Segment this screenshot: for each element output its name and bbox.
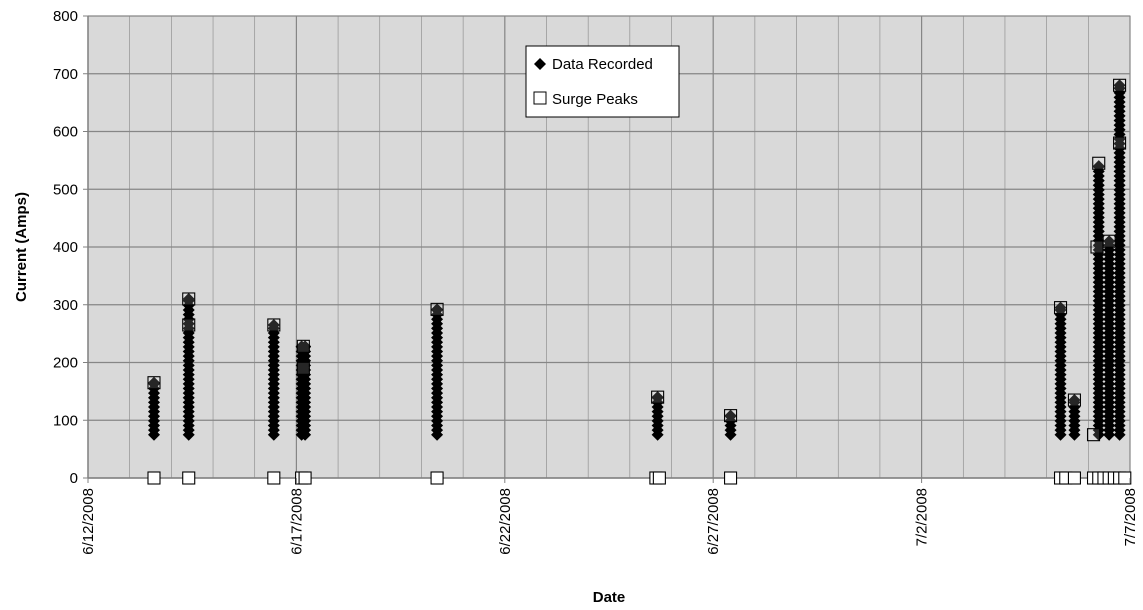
y-tick-label: 100 [53,412,78,429]
data-recorded-point [147,376,160,389]
y-tick-label: 400 [53,239,78,256]
gridlines [87,15,1131,479]
surge-peak-point [296,339,310,353]
surge-peak-point [1113,78,1127,92]
surge-peak-point [430,302,444,316]
y-tick-label: 0 [70,470,78,487]
surge-peak-point [724,409,738,423]
y-axis-ticks: 0 100 200 300 400 500 600 700 800 [53,8,88,487]
surge-peak-point [430,471,444,485]
surge-peak-point [1053,301,1068,315]
surge-peak-point [147,471,161,485]
surge-peak-point [182,318,196,332]
series-surge-peaks [147,78,1132,485]
legend-diamond-marker [534,58,546,70]
x-tick-label: 6/17/2008 [288,488,305,555]
data-recorded-point [1068,394,1081,407]
surge-peak-point [182,292,196,306]
surge-peak-point [652,471,666,485]
y-tick-label: 500 [53,181,78,198]
data-recorded-point [724,409,737,422]
legend-label-surge-peaks: Surge Peaks [552,91,638,108]
y-tick-label: 800 [53,8,78,25]
legend-box [525,45,680,118]
surge-peak-point [651,390,665,404]
data-recorded-point [651,391,664,404]
surge-peak-point [1092,156,1106,170]
surge-peak-point [1067,471,1081,485]
surge-peak-point [298,471,312,485]
y-tick-label: 300 [53,297,78,314]
surge-peak-point [1102,234,1116,248]
y-tick-label: 200 [53,355,78,372]
x-tick-label: 6/12/2008 [80,488,97,555]
x-tick-label: 6/22/2008 [497,488,514,555]
data-recorded-point [1103,235,1116,248]
y-tick-label: 700 [53,66,78,83]
data-recorded-point [182,292,195,305]
surge-peak-point [724,471,738,485]
surge-peak-point [1086,428,1101,442]
x-tick-label: 6/27/2008 [705,488,722,555]
data-recorded-point [1113,79,1126,92]
surge-peak-point [182,471,196,485]
data-recorded-point [1054,301,1067,314]
legend-label-data-recorded: Data Recorded [552,56,653,73]
x-tick-label: 7/7/2008 [1122,488,1139,546]
legend: Data Recorded Surge Peaks [525,45,680,118]
surge-peak-point [1067,393,1081,407]
surge-peak-point [267,318,281,332]
x-axis-ticks: 6/12/2008 6/17/2008 6/22/2008 6/27/2008 7/2/… [80,478,1139,555]
data-recorded-point [299,340,312,353]
data-recorded-point [431,303,444,316]
legend-square-marker [533,91,547,105]
surge-peak-point [267,471,281,485]
surge-peak-point [296,361,310,375]
data-recorded-point [267,318,280,331]
y-axis-title: Current (Amps) [13,192,30,302]
surge-peak-point [1090,240,1104,254]
y-tick-label: 600 [53,124,78,141]
x-tick-label: 7/2/2008 [914,488,931,546]
surge-peak-point [1118,471,1132,485]
series-data-recorded [147,79,1126,441]
surge-peak-point [1113,136,1127,150]
x-axis-title: Date [593,589,626,606]
surge-peak-point [147,376,161,390]
